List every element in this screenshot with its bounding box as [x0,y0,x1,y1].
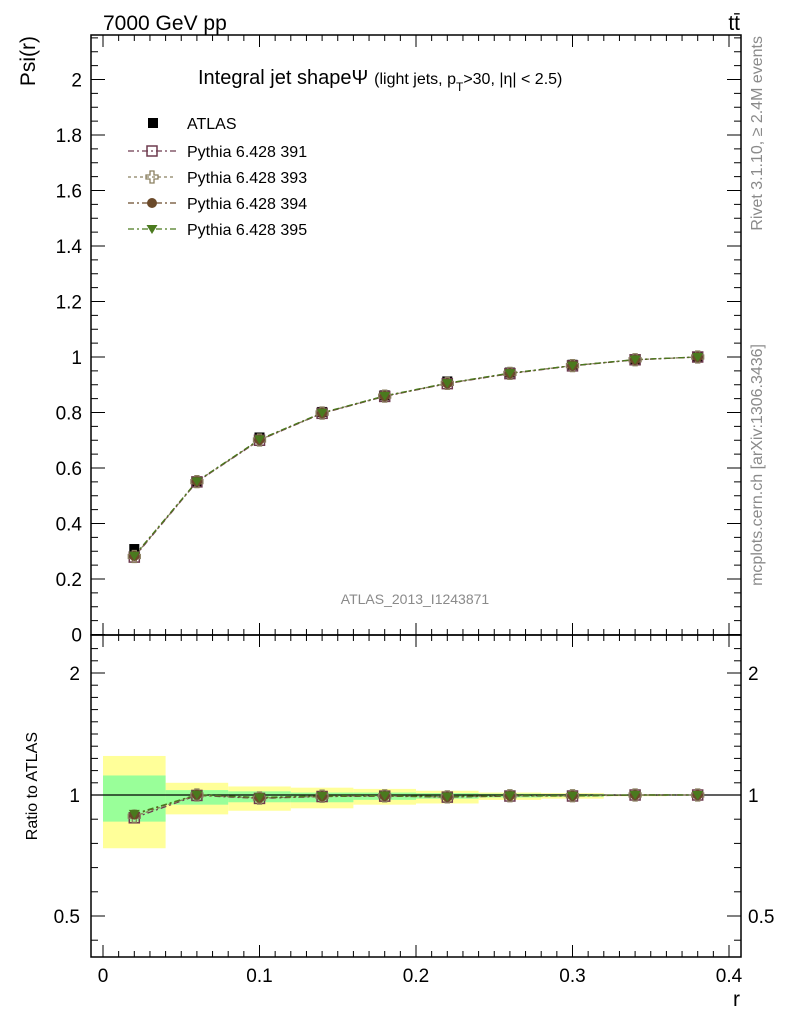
y-tick-label: 1.8 [56,126,82,147]
series-line [133,356,698,557]
ratio-series-point [254,793,265,803]
ratio-y-tick-label: 0.5 [54,907,80,928]
series-point [128,551,140,561]
title-psi: Ψ [351,67,368,89]
legend-label-atlas: ATLAS [187,116,237,133]
ratio-series-point [692,791,704,800]
title-sub: T [456,80,464,94]
mcplots-label: mcplots.cern.ch [arXiv:1306.3436] [749,344,766,586]
series-point [316,408,328,418]
y-axis-label: Psi(r) [17,36,40,86]
y-tick-label: 2 [71,71,82,92]
title-main: Integral jet shape [198,67,351,89]
y-tick-label: 0 [71,626,82,647]
series-point [191,477,203,487]
y-tick-label: 0.2 [56,570,82,591]
ratio-y-tick-label-right: 1 [748,786,759,807]
atlas-data-point [129,544,140,555]
legend-marker [146,145,158,157]
x-tick-label: 0.3 [559,966,585,987]
ratio-y-tick-label-right: 0.5 [748,907,774,928]
ratio-y-axis-label: Ratio to ATLAS [24,732,41,840]
rivet-label: Rivet 3.1.10, ≥ 2.4M events [749,36,766,231]
ratio-series-line [134,794,698,817]
series-lines [133,356,698,819]
ratio-series-point [629,790,641,800]
legend-marker-atlas [148,118,158,128]
y-tick-label: 1.2 [56,293,82,314]
process-label: tt̄ [728,12,740,35]
legend-marker [145,170,159,184]
series-point [379,391,391,401]
axis-ticks: 0 0.1 0.2 0.3 0.4 0 0.2 0.4 0.6 0.8 1 1.2 1.4 1.6 1.8 2… [54,35,774,987]
y-tick-label: 0.8 [56,404,82,425]
series-point [441,379,453,389]
x-tick-label: 0.2 [403,966,429,987]
ratio-series-point [504,791,516,801]
x-axis-label: r [733,988,740,1011]
ratio-series-point [191,790,203,800]
y-tick-label: 0.6 [56,459,82,480]
y-tick-label: 0.4 [56,515,83,536]
ratio-series-point [567,791,578,801]
ratio-series-line [134,794,698,815]
series-line [133,356,698,557]
series-point [692,353,704,362]
series-line [133,356,698,557]
x-tick-label: 0.1 [246,966,272,987]
series-point [504,369,516,379]
analysis-label: ATLAS_2013_I1243871 [341,591,490,607]
legend-label: Pythia 6.428 391 [187,144,307,161]
legend-marker [147,198,157,208]
ratio-series-point [316,791,328,801]
x-tick-label: 0 [98,966,109,987]
series-line [133,356,698,558]
series-markers [127,350,705,824]
chart-title: Integral jet shapeΨ (light jets, pT>30, |… [198,67,562,94]
y-tick-label: 1.6 [56,182,82,203]
y-tick-label: 1 [71,348,82,369]
series-point [629,355,641,365]
legend: ATLAS Pythia 6.428 391 Pythia 6.428 393 Py… [128,116,307,239]
legend-label: Pythia 6.428 394 [187,196,307,213]
legend-label: Pythia 6.428 393 [187,170,307,187]
title-detail: (light jets, p [374,71,456,88]
series-point [567,361,578,371]
ratio-series-point [441,792,453,802]
energy-label: 7000 GeV pp [103,12,227,35]
y-tick-label: 1.4 [56,237,83,258]
ratio-series-point [128,809,140,819]
title-tail: >30, |η| < 2.5) [463,71,562,88]
legend-label: Pythia 6.428 395 [187,222,307,239]
series-point [254,435,265,445]
ratio-series-point [379,791,391,801]
x-tick-label: 0.4 [716,966,743,987]
ratio-y-tick-label-right: 2 [748,664,759,685]
ratio-y-tick-label: 1 [69,786,80,807]
legend-marker [146,225,158,234]
ratio-y-tick-label: 2 [69,664,80,685]
